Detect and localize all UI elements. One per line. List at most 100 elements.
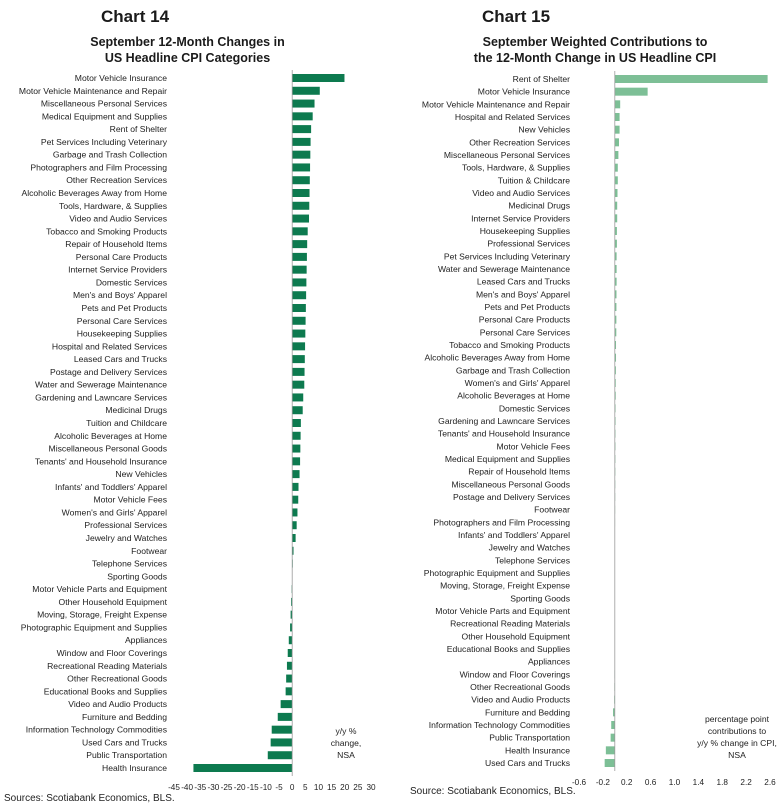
- chart14-tick-label: -10: [260, 783, 272, 792]
- chart14-bar: [292, 125, 312, 134]
- chart14-tick-label: -25: [221, 783, 233, 792]
- chart14-bar: [280, 700, 293, 709]
- chart14-bar: [270, 738, 293, 747]
- chart15-category-label: Motor Vehicle Parts and Equipment: [435, 606, 570, 616]
- chart15-category-label: Personal Care Services: [480, 327, 570, 337]
- chart14-bar: [290, 610, 293, 619]
- chart14-bar: [292, 99, 315, 108]
- chart14-bar: [292, 329, 306, 338]
- chart14-category-label: Pet Services Including Veterinary: [41, 137, 168, 147]
- chart14-category-label: Personal Care Products: [76, 252, 167, 262]
- chart14-category-label: Recreational Reading Materials: [47, 661, 167, 671]
- chart14-bar: [292, 419, 301, 427]
- chart15-note-line: NSA: [728, 750, 746, 760]
- chart14-bar: [292, 521, 297, 530]
- chart14-category-label: Educational Books and Supplies: [44, 686, 167, 696]
- chart15-bar: [614, 113, 620, 121]
- chart15-category-label: Alcoholic Beverages Away from Home: [424, 353, 570, 363]
- chart14-bar: [292, 508, 298, 517]
- chart14-note-line: y/y %: [335, 726, 356, 736]
- chart15-category-label: Tuition & Childcare: [498, 175, 571, 185]
- chart14-bar: [291, 597, 293, 606]
- chart14-category-label: Furniture and Bedding: [82, 712, 167, 722]
- chart14-bar: [292, 214, 310, 223]
- chart14-category-label: Garbage and Trash Collection: [53, 150, 167, 160]
- chart15-bar: [605, 746, 615, 755]
- chart15: Rent of Shelter Motor Vehicle Insurance Mo…: [422, 71, 777, 787]
- chart14-tick-label: 15: [327, 783, 337, 792]
- chart14-category-label: Tobacco and Smoking Products: [46, 226, 167, 236]
- chart15-category-label: Medical Equipment and Supplies: [445, 454, 570, 464]
- chart15-category-label: Internet Service Providers: [471, 213, 570, 223]
- chart15-category-label: Miscellaneous Personal Goods: [452, 479, 570, 489]
- chart14-bar: [271, 725, 293, 734]
- chart15-category-label: Leased Cars and Trucks: [477, 277, 570, 287]
- chart15-tick-label: 2.6: [764, 778, 776, 787]
- chart15-bar: [614, 227, 617, 235]
- chart14-category-label: Sporting Goods: [107, 571, 167, 581]
- chart14-category-label: Infants' and Toddlers' Apparel: [55, 482, 167, 492]
- chart14-tick-label: 0: [290, 783, 295, 792]
- chart14-category-label: Motor Vehicle Insurance: [75, 73, 167, 83]
- chart14-bar: [292, 316, 306, 325]
- chart14-number: Chart 14: [101, 7, 170, 26]
- chart14-category-label: Video and Audio Products: [68, 699, 167, 709]
- chart15-bar: [614, 328, 617, 337]
- chart14-bar: [292, 201, 310, 210]
- chart14-bar: [277, 712, 293, 721]
- chart14-tick-label: -40: [181, 783, 193, 792]
- chart14-category-label: Motor Vehicle Parts and Equipment: [32, 584, 167, 594]
- chart14-category-label: Tuition and Childcare: [86, 418, 167, 428]
- chart14-note-line: change,: [331, 738, 362, 748]
- chart15-category-label: Garbage and Trash Collection: [456, 365, 570, 375]
- chart14-bar: [292, 240, 308, 249]
- chart14-category-label: Personal Care Services: [77, 316, 167, 326]
- chart15-bar: [614, 189, 618, 197]
- chart15-category-label: Video and Audio Services: [472, 188, 570, 198]
- chart15-category-label: Appliances: [528, 657, 570, 667]
- chart14-category-label: Motor Vehicle Maintenance and Repair: [19, 86, 167, 96]
- chart14-category-label: Miscellaneous Personal Goods: [49, 444, 167, 454]
- chart15-category-label: Other Recreational Goods: [470, 682, 570, 692]
- chart15-category-label: Health Insurance: [505, 745, 570, 755]
- chart14-category-label: Alcoholic Beverages at Home: [54, 431, 167, 441]
- chart14-bar: [292, 112, 313, 121]
- chart14-bar: [292, 163, 311, 172]
- chart14-tick-label: -45: [168, 783, 180, 792]
- chart15-category-label: Domestic Services: [499, 403, 570, 413]
- chart15-bar: [614, 265, 617, 273]
- chart14-bar: [193, 764, 293, 772]
- chart14-bar: [292, 534, 296, 542]
- chart15-bar: [614, 303, 617, 311]
- chart15-tick-label: 0.2: [621, 778, 633, 787]
- chart15-bar: [614, 151, 619, 159]
- chart14-bar: [292, 444, 301, 453]
- chart14-category-label: Internet Service Providers: [68, 265, 167, 275]
- chart14-bar: [292, 495, 299, 504]
- chart14-category-label: Professional Services: [84, 520, 167, 530]
- chart15-category-label: Photographers and Film Processing: [433, 517, 570, 527]
- chart15-category-label: Video and Audio Products: [471, 695, 570, 705]
- chart15-category-label: Used Cars and Trucks: [485, 758, 570, 768]
- chart14-category-label: Photographic Equipment and Supplies: [21, 622, 167, 632]
- chart15-category-label: Pets and Pet Products: [484, 302, 570, 312]
- chart15-bar: [614, 214, 618, 223]
- chart14-category-label: Rent of Shelter: [110, 124, 167, 134]
- chart15-note-line: contributions to: [708, 726, 767, 736]
- chart14-bar: [290, 623, 293, 632]
- chart15-tick-label: 1.4: [693, 778, 705, 787]
- chart14-category-label: Public Transportation: [86, 750, 167, 760]
- chart15-tick-label: 1.0: [669, 778, 681, 787]
- chart15-category-label: Motor Vehicle Maintenance and Repair: [422, 99, 570, 109]
- chart14-tick-label: -30: [207, 783, 219, 792]
- chart14-bar: [292, 406, 303, 415]
- chart14-bar: [267, 751, 293, 760]
- chart15-category-label: Repair of Household Items: [468, 467, 570, 477]
- chart14-tick-label: -5: [275, 783, 283, 792]
- chart14-category-label: Medical Equipment and Supplies: [42, 111, 167, 121]
- chart15-category-label: Water and Sewerage Maintenance: [438, 264, 570, 274]
- chart15-category-label: Other Household Equipment: [462, 631, 571, 641]
- chart14-bar: [292, 304, 306, 312]
- chart14-category-label: Other Recreational Goods: [67, 674, 167, 684]
- chart15-bar: [610, 733, 615, 742]
